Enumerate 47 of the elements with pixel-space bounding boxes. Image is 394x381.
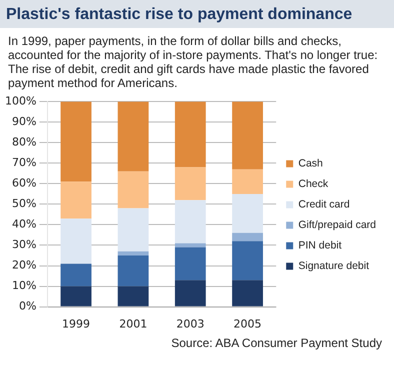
bar (232, 232, 263, 242)
y-tick-label: 90% (12, 114, 36, 128)
y-tick-label: 0% (18, 300, 36, 313)
bar (118, 171, 149, 208)
bar (118, 286, 149, 306)
bar (232, 194, 263, 233)
bar (60, 286, 92, 306)
bar (60, 264, 92, 286)
x-tick-label: 2005 (234, 317, 262, 330)
bar (118, 102, 149, 172)
bar (174, 167, 206, 200)
bar (118, 256, 149, 286)
y-tick-label: 10% (12, 279, 36, 292)
x-tick-label: 1999 (62, 317, 90, 330)
legend-label: Credit card (298, 198, 350, 211)
bar (174, 243, 206, 248)
legend-label: Gift/prepaid card (298, 219, 376, 232)
bar (232, 102, 263, 170)
y-tick-label: 60% (12, 176, 36, 190)
legend-label: Signature debit (298, 260, 370, 272)
y-tick-label: 40% (12, 218, 36, 231)
chart-title: Plastic's fantastic rise to payment dominance (0, 0, 394, 28)
bar (174, 247, 206, 280)
x-tick-label: 2001 (119, 317, 148, 330)
y-tick-label: 20% (12, 258, 36, 272)
y-tick-label: 100% (4, 94, 36, 108)
y-tick-label: 50% (12, 197, 36, 210)
bar (118, 251, 149, 256)
legend-label: Cash (298, 158, 324, 170)
bar (232, 280, 263, 306)
bar (232, 169, 263, 194)
bar (174, 102, 206, 168)
bar (60, 102, 92, 182)
bar (60, 182, 92, 219)
bar (174, 280, 206, 306)
legend-label: PIN debit (298, 240, 342, 252)
chart-subtitle: In 1999, paper payments, in the form of dollar bills and checks, accounted for the majority of in-store payments. That's no longer true: The rise of debit, credit and gift cards have made plastic the favored payment method for Americans. (8, 34, 379, 90)
source-note: Source: ABA Consumer Payment Study (170, 336, 382, 350)
y-tick-label: 70% (12, 156, 36, 170)
legend-label: Check (298, 178, 329, 190)
bar (232, 241, 263, 280)
bar (118, 208, 149, 252)
bar (174, 200, 206, 244)
y-tick-label: 80% (12, 136, 36, 148)
bar (60, 218, 92, 264)
x-tick-label: 2003 (176, 317, 204, 330)
y-tick-label: 30% (12, 238, 36, 252)
